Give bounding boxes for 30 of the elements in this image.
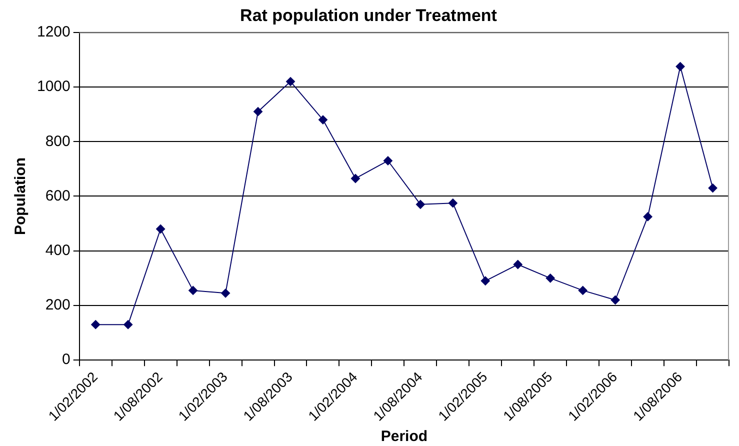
chart-title: Rat population under Treatment: [240, 6, 498, 25]
point: [286, 77, 295, 86]
point: [188, 286, 198, 295]
point: [513, 260, 522, 270]
y-tick-label: 1200: [36, 24, 70, 41]
y-tick-label: 0: [62, 351, 70, 368]
point: [318, 115, 328, 124]
point: [221, 288, 230, 298]
point: [254, 107, 263, 116]
point: [350, 174, 360, 183]
point: [124, 320, 133, 330]
point: [383, 156, 392, 166]
point: [708, 184, 718, 193]
point: [480, 276, 490, 286]
y-axis-title: Population: [12, 157, 30, 235]
y-tick-label: 400: [45, 242, 70, 259]
point: [416, 200, 425, 209]
y-tick-label: 200: [45, 296, 70, 314]
point: [676, 62, 685, 72]
y-tick-label: 800: [45, 132, 70, 150]
x-axis-title: Period: [380, 428, 428, 446]
point: [610, 296, 620, 305]
point: [156, 224, 166, 234]
point: [546, 274, 555, 283]
y-tick-label: 600: [45, 187, 70, 204]
point: [448, 198, 458, 208]
point: [578, 286, 588, 295]
y-tick-label: 1000: [36, 78, 70, 96]
point: [91, 320, 100, 330]
point: [643, 212, 652, 222]
